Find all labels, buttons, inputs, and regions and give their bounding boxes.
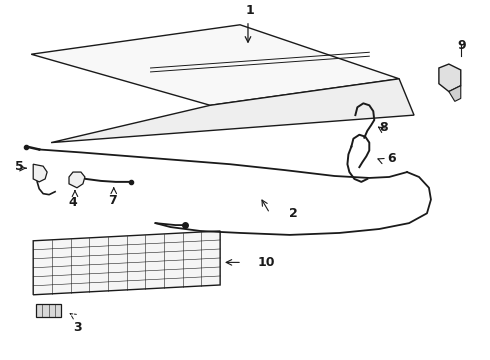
Polygon shape <box>439 64 461 91</box>
Text: 7: 7 <box>108 194 117 207</box>
Text: 3: 3 <box>73 321 82 334</box>
Text: 8: 8 <box>379 121 388 134</box>
Polygon shape <box>51 79 414 143</box>
Polygon shape <box>449 86 461 102</box>
Polygon shape <box>36 303 61 318</box>
Text: 10: 10 <box>258 256 275 269</box>
Text: 9: 9 <box>458 39 466 52</box>
Polygon shape <box>31 25 399 105</box>
Polygon shape <box>33 164 47 182</box>
Text: 2: 2 <box>289 207 297 220</box>
Text: 4: 4 <box>69 195 77 209</box>
Polygon shape <box>33 231 220 295</box>
Text: 5: 5 <box>15 160 24 173</box>
Text: 6: 6 <box>387 152 396 165</box>
Polygon shape <box>69 172 85 188</box>
Text: 1: 1 <box>245 4 254 17</box>
